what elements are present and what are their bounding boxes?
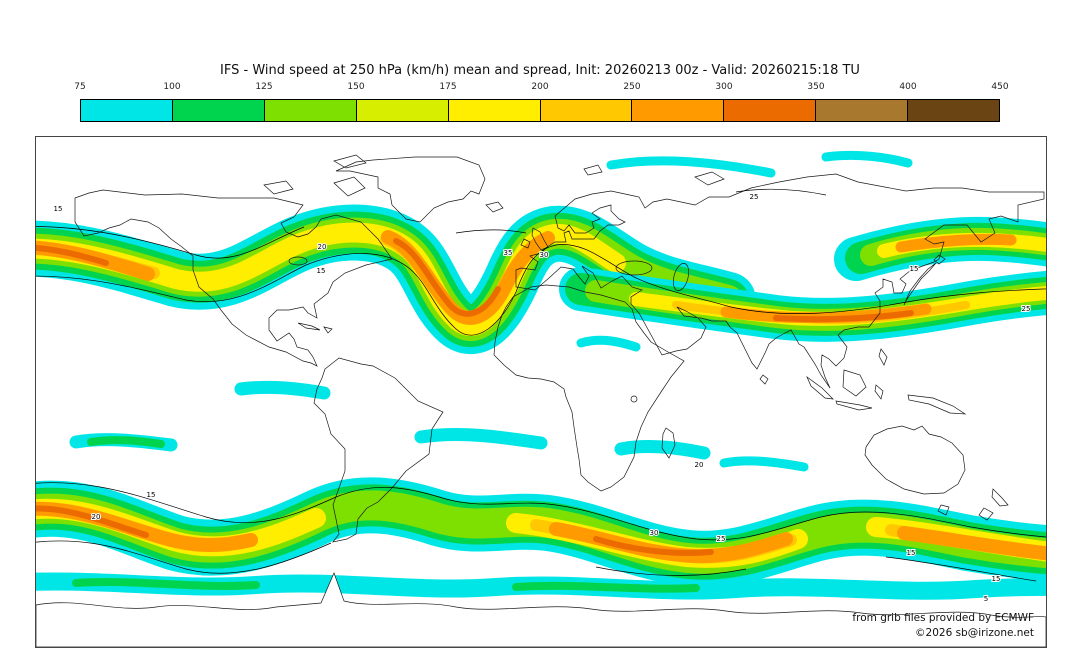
greenland-coastline xyxy=(335,156,486,223)
contour-label: 20 xyxy=(318,243,327,251)
colorbar-band xyxy=(172,100,265,121)
antarctica-coastline xyxy=(36,572,1046,647)
spread-contour-line xyxy=(595,556,1037,582)
colorbar-tick-label: 200 xyxy=(531,82,549,92)
cyan-patch xyxy=(719,456,809,472)
caspian-sea-outline xyxy=(672,263,690,291)
sumatra-coastline xyxy=(806,375,834,400)
cyan-patch xyxy=(614,439,711,460)
colorbar-band xyxy=(81,100,173,121)
colorbar-tick-label: 175 xyxy=(439,82,457,92)
madagascar-coastline xyxy=(661,427,676,459)
svalbard-coastline xyxy=(583,164,603,176)
hispaniola-coastline xyxy=(323,326,333,334)
cyan-patch xyxy=(576,335,641,352)
colorbar-tick-label: 100 xyxy=(163,82,181,92)
north-america-coastline xyxy=(74,189,393,367)
java-coastline xyxy=(835,400,873,411)
contour-label: 25 xyxy=(750,193,759,201)
contour-label: 5 xyxy=(984,595,988,603)
contour-label: 15 xyxy=(910,265,919,273)
ireland-coastline xyxy=(520,238,531,249)
subtropical-jet-core-strong xyxy=(773,310,914,323)
colorbar-tick-label: 250 xyxy=(623,82,641,92)
cyan-patch xyxy=(234,380,331,400)
colorbar-tick-labels: 75 100 125 150 175 200 250 300 350 400 450 xyxy=(74,82,1008,94)
contour-label: 15 xyxy=(992,575,1001,583)
south-jet-core-strong xyxy=(36,505,714,556)
contour-label: 15 xyxy=(907,549,916,557)
great-lakes-outline xyxy=(288,256,308,266)
new-zealand-coastline xyxy=(978,488,1009,521)
cyan-patch xyxy=(414,428,548,450)
ellesmere-island-coastline xyxy=(333,154,367,169)
colorbar-tick-label: 150 xyxy=(347,82,365,92)
tasmania-coastline xyxy=(937,504,950,516)
new-guinea-coastline xyxy=(907,394,967,415)
cyan-patch xyxy=(821,150,913,168)
contour-label: 20 xyxy=(695,461,704,469)
contour-label: 15 xyxy=(54,205,63,213)
spread-contour-line xyxy=(36,226,305,259)
colorbar xyxy=(80,99,1000,122)
uk-coastline xyxy=(531,227,549,251)
sri-lanka-coastline xyxy=(759,374,769,385)
wind-speed-bands xyxy=(36,150,1046,600)
credits-copyright: ©2026 sb@irizone.net xyxy=(915,626,1034,639)
subantarctic-band xyxy=(72,578,700,593)
colorbar-band xyxy=(540,100,633,121)
green-patch xyxy=(87,436,165,448)
colorbar-tick-label: 300 xyxy=(715,82,733,92)
north-jet-core-strong xyxy=(36,238,501,317)
spread-contour-line xyxy=(36,482,1046,541)
spread-contours xyxy=(36,188,1046,582)
cyan-patch xyxy=(606,156,776,178)
iceland-coastline xyxy=(485,201,504,213)
map-frame: 15 15 20 35 30 25 15 25 20 30 25 15 15 5 15 20 from gri… xyxy=(35,136,1047,648)
spread-contour-line xyxy=(36,540,332,574)
contour-label: 25 xyxy=(717,535,726,543)
victoria-island-coastline xyxy=(263,180,294,195)
south-america-coastline xyxy=(313,357,444,543)
contour-label: 20 xyxy=(92,513,101,521)
black-sea-outline xyxy=(615,260,653,276)
credits-source: from grib files provided by ECMWF xyxy=(852,611,1034,624)
contour-labels: 15 15 20 35 30 25 15 25 20 30 25 15 15 5 15 20 xyxy=(53,192,1032,604)
colorbar-tick-label: 450 xyxy=(991,82,1009,92)
contour-label: 30 xyxy=(540,251,549,259)
credits: from grib files provided by ECMWF ©2026 … xyxy=(852,611,1034,641)
contour-label: 15 xyxy=(317,267,326,275)
colorbar-band xyxy=(632,100,725,121)
contour-label: 15 xyxy=(147,491,156,499)
africa-coastline xyxy=(493,284,685,492)
colorbar-band xyxy=(356,100,449,121)
cuba-coastline xyxy=(297,322,321,331)
colorbar-band xyxy=(264,100,357,121)
contour-label: 25 xyxy=(1022,305,1031,313)
spread-contour-line xyxy=(36,244,1046,336)
east-asia-jet-core xyxy=(895,233,1017,253)
colorbar-band xyxy=(724,100,817,121)
world-map: 15 15 20 35 30 25 15 25 20 30 25 15 15 5 15 20 xyxy=(36,137,1046,647)
colorbar-band xyxy=(816,100,909,121)
contour-label: 30 xyxy=(650,529,659,537)
sulawesi-coastline xyxy=(874,384,884,400)
spread-contour-line xyxy=(455,188,827,234)
colorbar-band xyxy=(448,100,541,121)
colorbar-band xyxy=(908,100,1000,121)
colorbar-tick-label: 350 xyxy=(807,82,825,92)
chart-title: IFS - Wind speed at 250 hPa (km/h) mean … xyxy=(220,63,860,78)
australia-coastline xyxy=(864,425,966,495)
philippines-coastline xyxy=(878,348,888,366)
eurasia-coastline xyxy=(515,173,1045,389)
colorbar-tick-label: 75 xyxy=(74,82,86,92)
colorbar-tick-label: 125 xyxy=(255,82,273,92)
baffin-island-coastline xyxy=(333,176,366,197)
novaya-zemlya-coastline xyxy=(694,171,725,186)
contour-label: 35 xyxy=(504,249,513,257)
lake-victoria-outline xyxy=(630,395,638,403)
colorbar-tick-label: 400 xyxy=(899,82,917,92)
borneo-coastline xyxy=(842,369,867,397)
